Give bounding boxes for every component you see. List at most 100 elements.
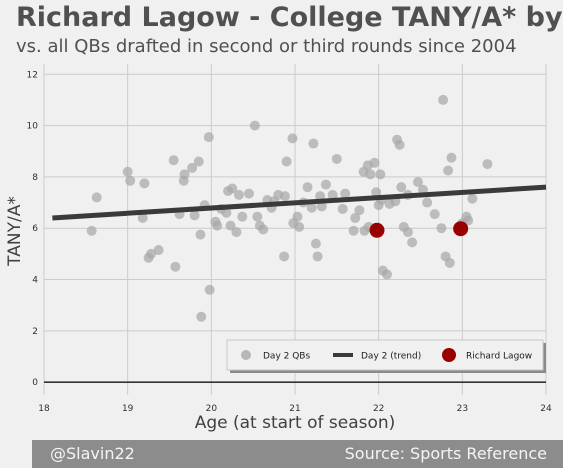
data-point [369, 157, 380, 168]
data-point [146, 248, 157, 259]
data-point [375, 169, 386, 180]
data-point [179, 169, 190, 180]
data-point [294, 221, 305, 232]
data-point [187, 162, 198, 173]
data-point [139, 178, 150, 189]
x-tick-label: 23 [457, 404, 468, 414]
data-point [189, 210, 200, 221]
data-point [279, 251, 290, 262]
data-point [225, 220, 236, 231]
data-point [422, 197, 433, 208]
x-tick-label: 21 [289, 404, 300, 414]
data-point [196, 311, 207, 322]
data-point [444, 257, 455, 268]
data-point [320, 179, 331, 190]
data-point [279, 191, 290, 202]
x-tick-label: 22 [373, 404, 384, 414]
data-point [249, 120, 260, 131]
x-tick-label: 18 [38, 404, 50, 414]
data-point [203, 132, 214, 143]
data-point [233, 189, 244, 200]
data-point [287, 133, 298, 144]
highlight-point [369, 222, 385, 238]
data-point [122, 166, 133, 177]
data-point [193, 156, 204, 167]
data-point [281, 156, 292, 167]
data-point [302, 182, 313, 193]
y-tick-label: 12 [27, 70, 38, 80]
data-point [482, 159, 493, 170]
data-point [227, 183, 238, 194]
data-point [258, 224, 269, 235]
data-point [340, 188, 351, 199]
y-tick-label: 4 [32, 276, 38, 286]
y-tick-label: 2 [32, 327, 38, 337]
data-point [243, 188, 254, 199]
data-point [407, 237, 418, 248]
y-axis-label: TANY/A* [5, 196, 25, 267]
data-point [231, 227, 242, 238]
legend-box [226, 339, 544, 371]
data-point [168, 155, 179, 166]
legend-label: Day 2 (trend) [361, 352, 421, 362]
data-point [237, 211, 248, 222]
data-point [308, 138, 319, 149]
data-point [337, 203, 348, 214]
x-axis-label: Age (at start of season) [195, 413, 396, 433]
legend-marker-lagow [442, 348, 456, 362]
data-point [443, 165, 454, 176]
data-point [170, 261, 181, 272]
y-tick-label: 6 [32, 224, 38, 234]
data-point [396, 182, 407, 193]
data-point [212, 220, 223, 231]
data-point [310, 238, 321, 249]
legend-label: Richard Lagow [466, 352, 532, 362]
footer-bar: @Slavin22 Source: Sports Reference [32, 440, 563, 468]
data-point [221, 207, 232, 218]
y-tick-label: 10 [27, 122, 39, 132]
y-tick-labels: 0 2 4 6 8 10 12 [27, 70, 39, 388]
data-point [412, 177, 423, 188]
data-point [312, 251, 323, 262]
data-point [365, 169, 376, 180]
data-point [153, 245, 164, 256]
data-point [316, 201, 327, 212]
chart-title: Richard Lagow - College TANY/A* by Age [16, 2, 563, 33]
data-point [252, 211, 263, 222]
data-point [86, 225, 97, 236]
data-point [463, 215, 474, 226]
footer-source: Source: Sports Reference [344, 444, 547, 463]
data-point [195, 229, 206, 240]
x-tick-label: 19 [122, 404, 134, 414]
data-point [348, 225, 359, 236]
legend-label: Day 2 QBs [263, 352, 310, 362]
trend-line [52, 184, 547, 221]
legend: Day 2 QBs Day 2 (trend) Richard Lagow [226, 339, 546, 373]
data-point [382, 269, 393, 280]
data-point [306, 202, 317, 213]
data-point [354, 205, 365, 216]
data-point [204, 284, 215, 295]
data-point [402, 227, 413, 238]
data-point [394, 139, 405, 150]
data-point [446, 152, 457, 163]
x-tick-label: 20 [206, 404, 218, 414]
y-tick-label: 8 [32, 173, 38, 183]
data-point [91, 192, 102, 203]
legend-marker-day2 [241, 350, 251, 360]
x-tick-label: 24 [540, 404, 552, 414]
highlight-point [453, 221, 469, 237]
chart-subtitle: vs. all QBs drafted in second or third r… [16, 36, 517, 57]
data-marks [52, 94, 547, 322]
x-tick-labels: 18 19 20 21 22 23 24 [38, 404, 552, 414]
data-point [125, 175, 136, 186]
data-point [137, 212, 148, 223]
data-point [429, 209, 440, 220]
y-tick-label: 0 [32, 378, 38, 388]
data-point [350, 212, 361, 223]
data-point [438, 94, 449, 105]
footer-credit: @Slavin22 [50, 444, 135, 463]
data-point [467, 193, 478, 204]
data-point [436, 223, 447, 234]
